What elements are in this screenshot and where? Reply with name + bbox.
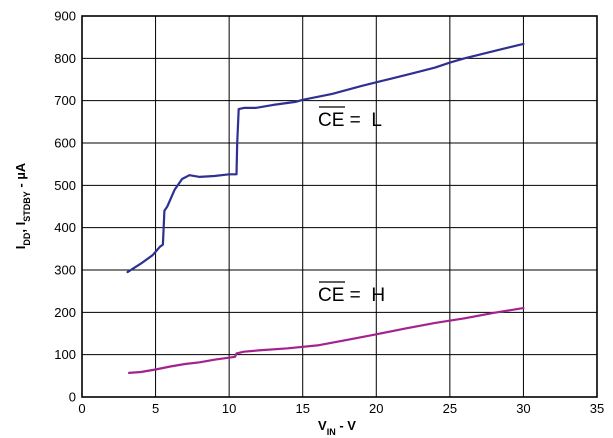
series-line-ce-l: [126, 42, 525, 274]
series-label-ce-h: CE = H: [318, 285, 385, 306]
y-axis-title-s1: DD: [22, 232, 32, 245]
y-tick-label: 800: [54, 51, 76, 66]
y-tick-label: 0: [69, 390, 76, 405]
y-tick-label: 200: [54, 305, 76, 320]
y-tick-label: 600: [54, 136, 76, 151]
y-tick-label: 100: [54, 347, 76, 362]
y-axis-title-s2: STDBY: [22, 191, 32, 222]
tick-labels: 0 5 10 15 20 25 30 35 0 100 200 300 400 500 600 700 800 9…: [54, 9, 604, 417]
y-axis-title: IDD, ISTDBY - µA: [13, 162, 32, 249]
y-axis-title-suffix: - µA: [13, 162, 28, 191]
y-tick-label: 500: [54, 178, 76, 193]
y-tick-label: 900: [54, 9, 76, 24]
x-tick-label: 30: [516, 401, 530, 416]
x-tick-label: 15: [295, 401, 309, 416]
grid: [82, 16, 597, 397]
series-label-ce-h-main: CE: [318, 285, 344, 306]
x-tick-label: 10: [222, 401, 236, 416]
x-tick-label: 35: [590, 401, 604, 416]
x-axis-title-suffix: - V: [336, 418, 357, 433]
x-axis-title-sub: IN: [327, 427, 336, 437]
series-label-ce-l-main: CE: [318, 110, 344, 131]
x-tick-label: 20: [369, 401, 383, 416]
x-axis-title-main: V: [318, 418, 327, 433]
y-axis-title-p2: , I: [13, 222, 28, 233]
y-tick-label: 400: [54, 220, 76, 235]
series-line-ce-h: [128, 307, 525, 374]
x-tick-label: 5: [152, 401, 159, 416]
x-axis-title: VIN - V: [318, 418, 356, 437]
y-tick-label: 300: [54, 263, 76, 278]
y-tick-label: 700: [54, 93, 76, 108]
series-label-ce-h-suffix: = H: [344, 285, 385, 306]
series-label-ce-l: CE = L: [318, 110, 382, 131]
x-tick-label: 25: [443, 401, 457, 416]
series-label-ce-l-suffix: = L: [344, 110, 382, 131]
y-axis-title-p1: I: [13, 246, 28, 250]
plot-border: [81, 15, 598, 398]
series-group: [126, 42, 525, 374]
x-tick-label: 0: [78, 401, 85, 416]
